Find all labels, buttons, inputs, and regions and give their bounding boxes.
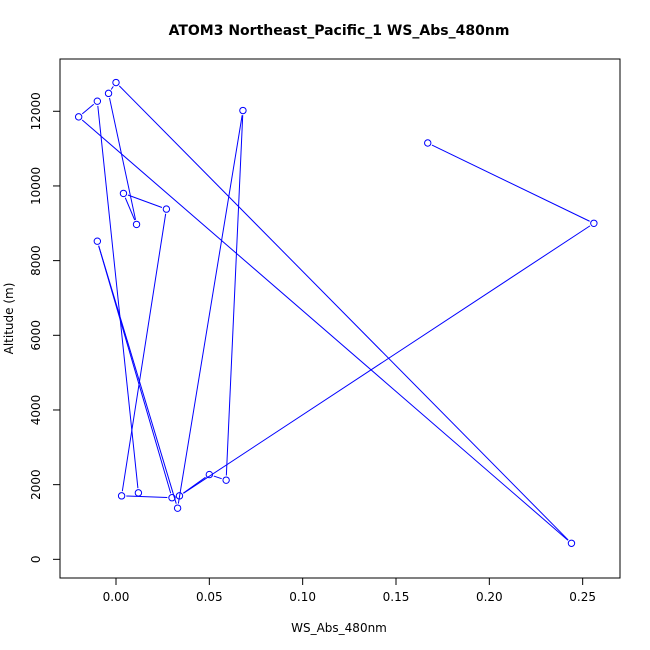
data-point — [424, 139, 432, 147]
series-segment — [110, 86, 114, 90]
data-point — [112, 78, 120, 87]
series-segment — [127, 194, 163, 208]
data-point — [119, 189, 128, 198]
series-segment — [109, 97, 137, 220]
y-tick-label: 0 — [29, 556, 43, 564]
series-segment — [97, 105, 139, 489]
data-point — [239, 106, 247, 115]
y-tick-label: 8000 — [29, 245, 43, 276]
chart-title: ATOM3 Northeast_Pacific_1 WS_Abs_480nm — [169, 23, 510, 39]
x-axis: 0.00 0.05 0.10 0.15 0.20 0.25 — [103, 577, 596, 604]
series-segment — [81, 103, 95, 115]
x-tick-label: 0.10 — [289, 590, 316, 604]
data-point — [134, 489, 143, 497]
series-line — [81, 85, 591, 541]
x-axis-label: WS_Abs_480nm — [291, 621, 387, 635]
series-segment — [98, 245, 172, 494]
data-point — [132, 220, 141, 229]
y-tick-label: 12000 — [29, 92, 43, 130]
series-segment — [126, 495, 168, 499]
series-segment — [225, 115, 244, 476]
data-point — [567, 539, 576, 547]
series-segment — [124, 197, 136, 221]
data-point — [93, 237, 102, 245]
data-point — [222, 476, 230, 484]
y-axis: 0 2000 4000 6000 8000 10000 12000 — [29, 92, 61, 564]
y-tick-label: 2000 — [29, 469, 43, 500]
x-tick-label: 0.20 — [476, 590, 503, 604]
y-axis-label: Altitude (m) — [2, 283, 16, 355]
series-segment — [118, 85, 569, 541]
series-segment — [213, 475, 222, 480]
series-segment — [177, 115, 243, 504]
series-segment — [431, 144, 590, 222]
data-point — [173, 504, 182, 512]
x-tick-label: 0.15 — [383, 590, 410, 604]
data-point — [590, 219, 598, 227]
y-tick-label: 10000 — [29, 167, 43, 205]
series-segment — [183, 476, 206, 494]
series-segment — [121, 213, 167, 492]
x-tick-label: 0.00 — [103, 590, 130, 604]
series-segment — [81, 119, 569, 541]
x-tick-label: 0.05 — [196, 590, 223, 604]
series-markers — [74, 78, 598, 547]
data-point — [117, 492, 126, 500]
y-tick-label: 6000 — [29, 320, 43, 351]
data-point — [162, 205, 171, 213]
x-tick-label: 0.25 — [569, 590, 596, 604]
series-segment — [183, 225, 591, 494]
data-point — [93, 97, 102, 105]
data-point — [74, 113, 83, 121]
data-point — [205, 470, 214, 479]
data-point — [104, 89, 113, 98]
data-point — [168, 494, 176, 502]
plot-frame — [59, 58, 621, 579]
data-point — [175, 492, 184, 500]
y-tick-label: 4000 — [29, 395, 43, 426]
